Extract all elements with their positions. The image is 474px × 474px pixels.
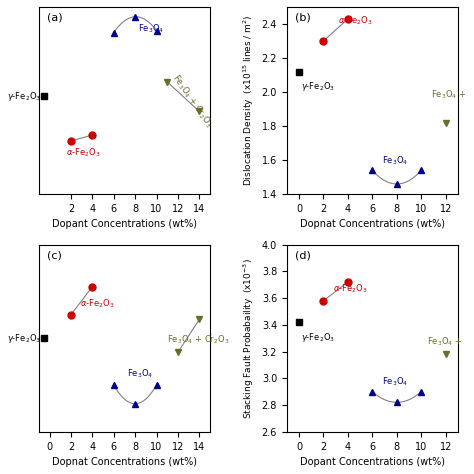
Text: (b): (b) bbox=[295, 13, 311, 23]
X-axis label: Dopant Concentrations (wt%): Dopant Concentrations (wt%) bbox=[52, 219, 197, 229]
Text: Fe$_3$O$_4$ + Cr$_2$O$_3$: Fe$_3$O$_4$ + Cr$_2$O$_3$ bbox=[169, 72, 215, 130]
Text: Fe$_3$O$_4$: Fe$_3$O$_4$ bbox=[382, 375, 408, 388]
Text: (a): (a) bbox=[47, 13, 63, 23]
Text: $\alpha$-Fe$_2$O$_3$: $\alpha$-Fe$_2$O$_3$ bbox=[338, 15, 373, 27]
Text: $\alpha$-Fe$_2$O$_3$: $\alpha$-Fe$_2$O$_3$ bbox=[65, 147, 100, 159]
Text: Fe$_3$O$_4$ +: Fe$_3$O$_4$ + bbox=[431, 89, 466, 101]
Text: Fe$_3$O$_4$ + Cr$_2$O$_3$: Fe$_3$O$_4$ + Cr$_2$O$_3$ bbox=[167, 334, 229, 346]
X-axis label: Dopant Concentrations (wt%): Dopant Concentrations (wt%) bbox=[300, 457, 445, 467]
Text: Fe$_3$O$_4$ +: Fe$_3$O$_4$ + bbox=[428, 336, 463, 348]
Text: Fe$_3$O$_4$: Fe$_3$O$_4$ bbox=[382, 155, 408, 167]
Text: (c): (c) bbox=[47, 250, 62, 260]
Text: (d): (d) bbox=[295, 250, 311, 260]
Text: $\gamma$-Fe$_2$O$_3$: $\gamma$-Fe$_2$O$_3$ bbox=[301, 331, 336, 345]
Text: $\alpha$-Fe$_2$O$_3$: $\alpha$-Fe$_2$O$_3$ bbox=[333, 283, 368, 295]
Y-axis label: Stacking Fault Probabaility  (x10$^{-3}$): Stacking Fault Probabaility (x10$^{-3}$) bbox=[242, 258, 256, 419]
X-axis label: Dopnat Concentrations (wt%): Dopnat Concentrations (wt%) bbox=[52, 457, 197, 467]
Y-axis label: Dislocation Density  (x10$^{15}$ lines / m$^2$): Dislocation Density (x10$^{15}$ lines / … bbox=[242, 15, 256, 186]
Text: Fe$_3$O$_4$: Fe$_3$O$_4$ bbox=[138, 23, 164, 35]
Text: $\alpha$-Fe$_2$O$_3$: $\alpha$-Fe$_2$O$_3$ bbox=[80, 298, 114, 310]
Text: $\gamma$-Fe$_2$O$_3$: $\gamma$-Fe$_2$O$_3$ bbox=[7, 90, 41, 103]
Text: $\gamma$-Fe$_2$O$_3$: $\gamma$-Fe$_2$O$_3$ bbox=[301, 80, 336, 93]
Text: Fe$_3$O$_4$: Fe$_3$O$_4$ bbox=[127, 368, 153, 380]
X-axis label: Dopnat Concentrations (wt%): Dopnat Concentrations (wt%) bbox=[300, 219, 445, 229]
Text: $\gamma$-Fe$_2$O$_3$: $\gamma$-Fe$_2$O$_3$ bbox=[7, 332, 41, 345]
